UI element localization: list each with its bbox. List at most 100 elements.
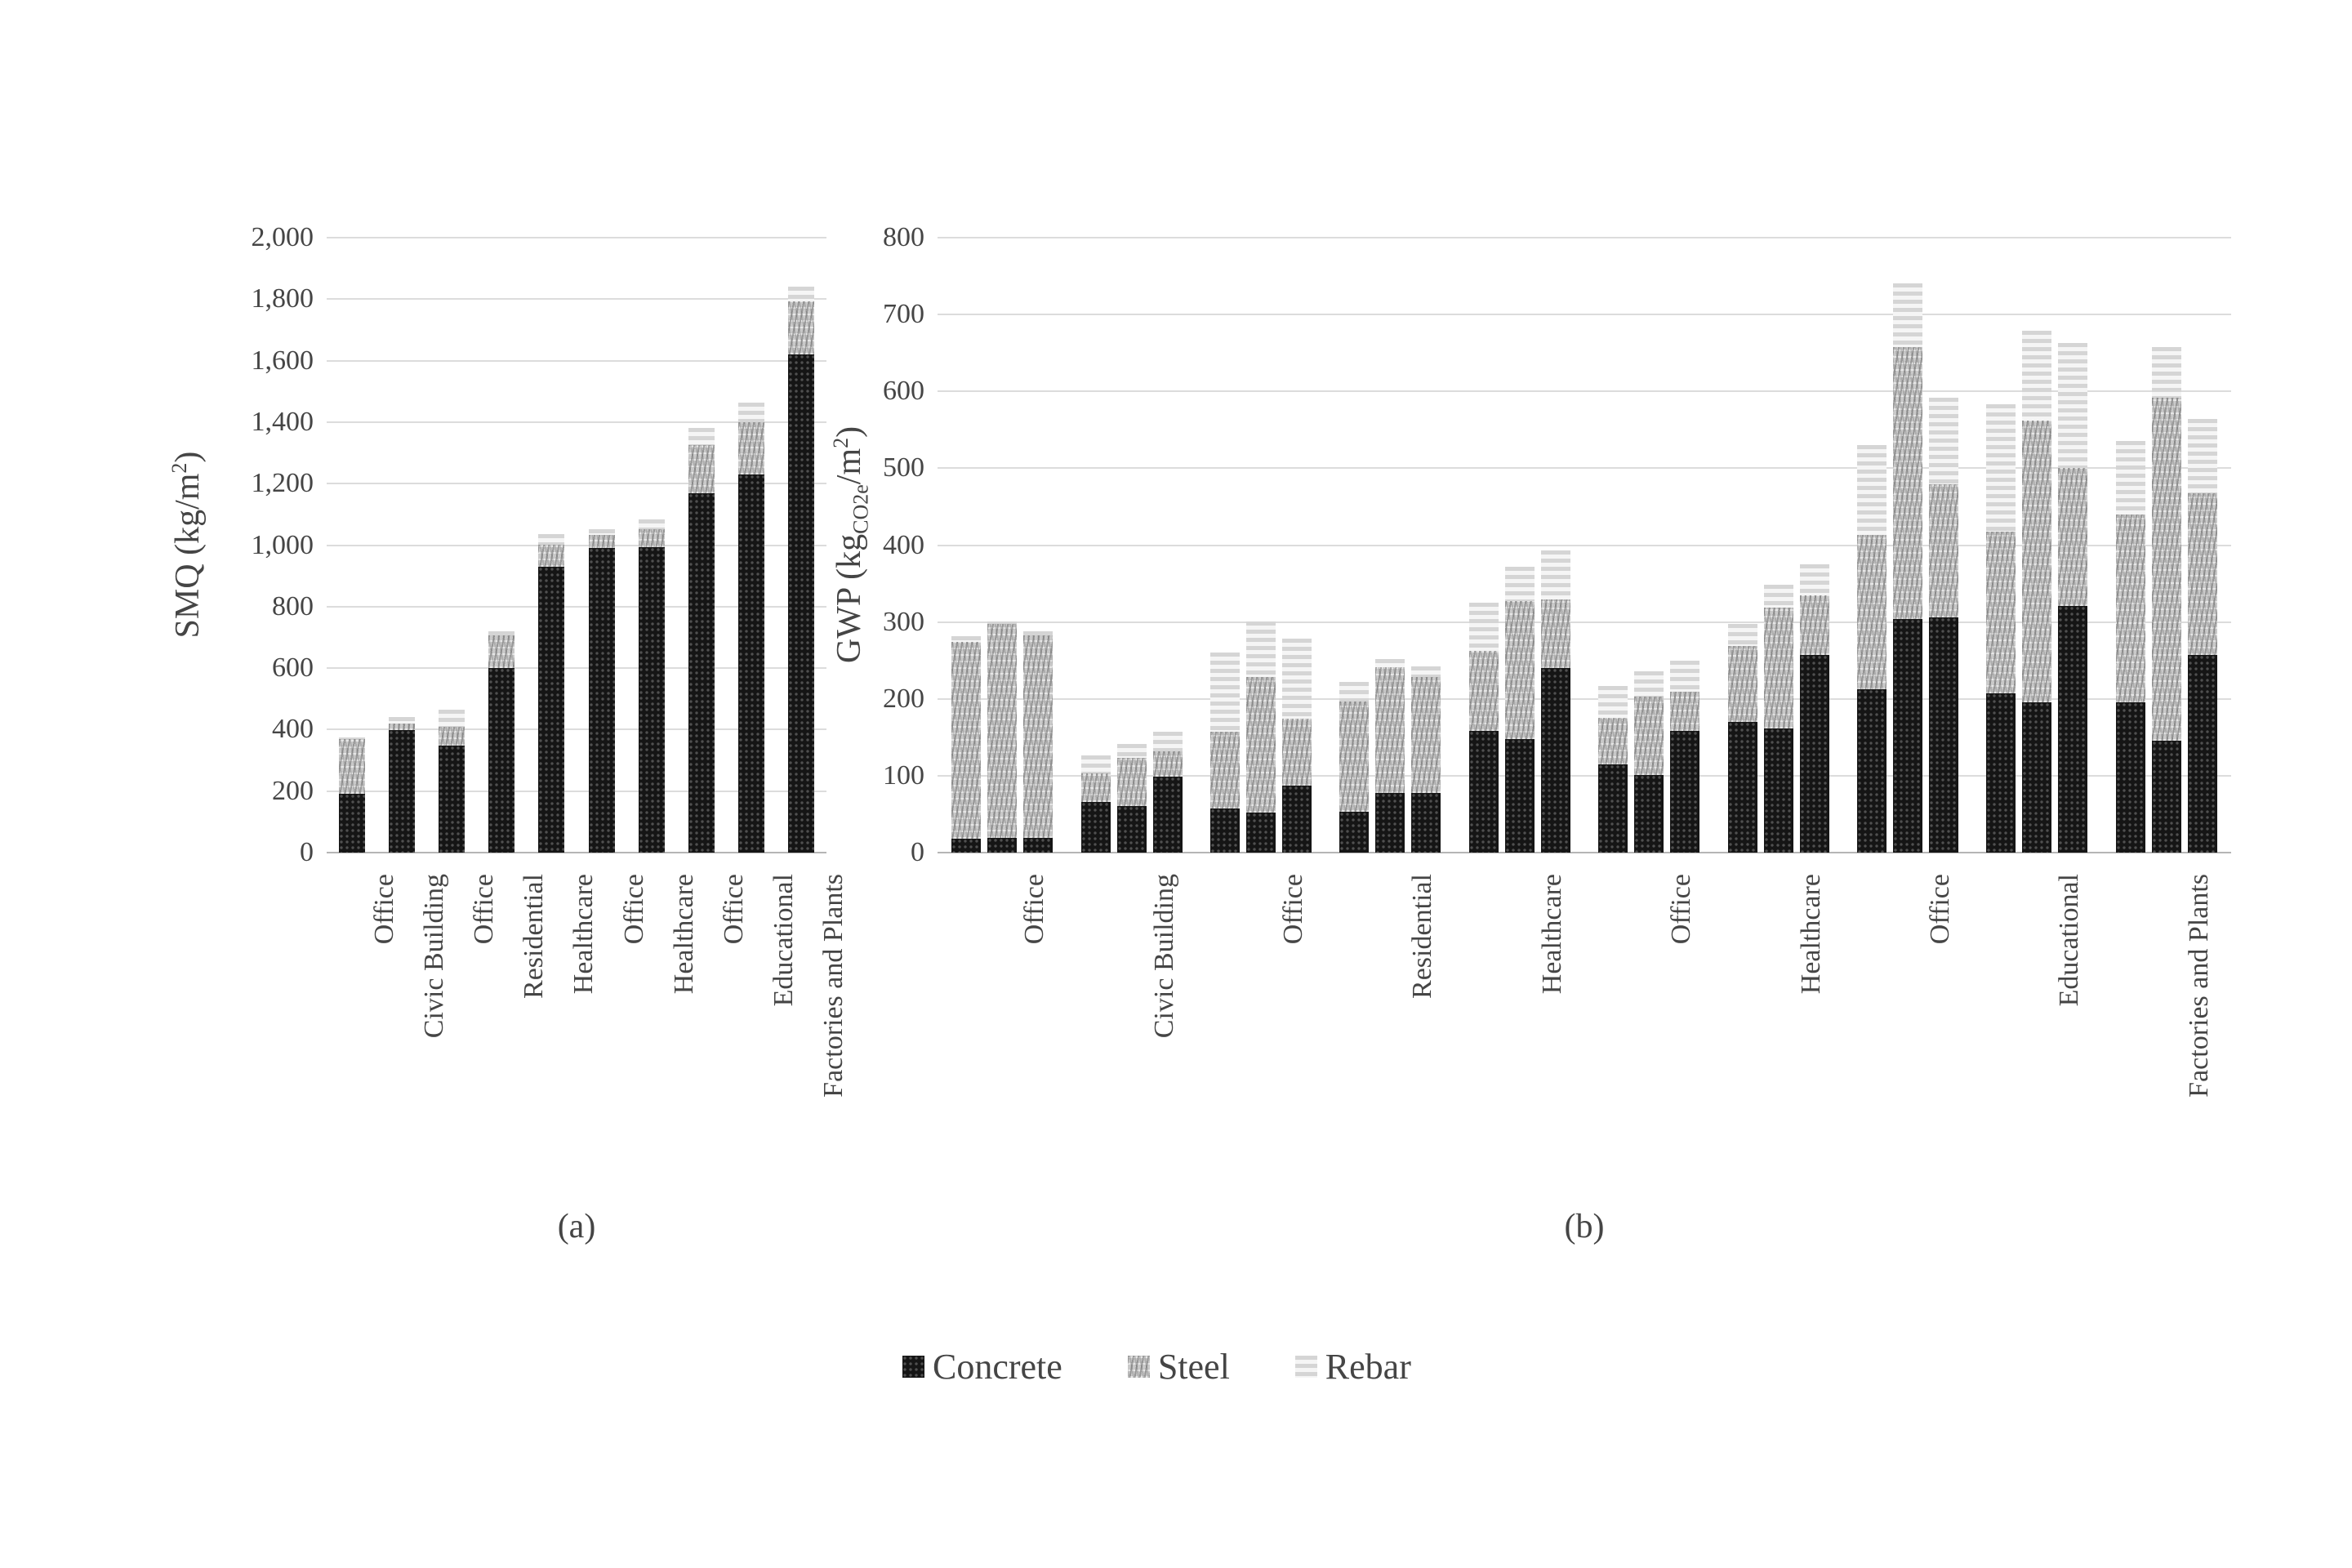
bar-segment-steel bbox=[1152, 751, 1183, 777]
legend-item-concrete: Concrete bbox=[902, 1346, 1062, 1388]
bar-segment-concrete bbox=[688, 492, 715, 853]
bar-segment-rebar bbox=[2115, 440, 2145, 514]
bar-segment-concrete bbox=[1986, 693, 2016, 853]
bar-office bbox=[987, 621, 1018, 853]
bar-residential bbox=[488, 630, 515, 853]
bar-office bbox=[1246, 621, 1276, 853]
bar-segment-steel bbox=[788, 301, 815, 355]
bar-healthcare bbox=[638, 519, 665, 853]
gridline-700 bbox=[938, 314, 2231, 316]
y-tick-label: 800 bbox=[272, 590, 314, 621]
y-tick-label: 500 bbox=[883, 452, 924, 483]
gridline-0 bbox=[327, 852, 826, 853]
bar-segment-rebar bbox=[688, 428, 715, 446]
x-label-residential: Residential bbox=[1407, 874, 1438, 999]
gridline-1200 bbox=[327, 483, 826, 485]
bar-segment-concrete bbox=[987, 838, 1018, 853]
bar-segment-steel bbox=[439, 726, 465, 746]
bar-segment-concrete bbox=[1282, 786, 1312, 853]
gridline-1400 bbox=[327, 421, 826, 423]
bar-segment-concrete bbox=[1929, 617, 1958, 853]
gridline-800 bbox=[938, 237, 2231, 238]
bar-segment-rebar bbox=[1986, 404, 2016, 532]
bar-segment-concrete bbox=[1152, 776, 1183, 853]
bar-factories-and-plants bbox=[2187, 419, 2217, 853]
y-axis-title-gwp-text: GWP (kg bbox=[831, 533, 868, 664]
legend-label-steel: Steel bbox=[1157, 1347, 1230, 1387]
bar-segment-steel bbox=[1023, 635, 1054, 839]
bar-segment-steel bbox=[488, 635, 515, 669]
bar-segment-concrete bbox=[1080, 801, 1111, 853]
bar-healthcare bbox=[538, 533, 565, 853]
bar-office bbox=[1634, 670, 1664, 853]
gridline-300 bbox=[938, 621, 2231, 623]
bar-segment-steel bbox=[1598, 718, 1628, 764]
bar-segment-rebar bbox=[1210, 653, 1240, 733]
bar-segment-concrete bbox=[1634, 774, 1664, 853]
bar-segment-concrete bbox=[439, 746, 465, 853]
bar-segment-concrete bbox=[338, 794, 365, 853]
bar-segment-rebar bbox=[1598, 685, 1628, 719]
bar-segment-concrete bbox=[1763, 728, 1793, 853]
x-label-office: Office bbox=[1925, 874, 1955, 945]
gridline-0 bbox=[938, 852, 2231, 853]
bar-segment-steel bbox=[1763, 607, 1793, 729]
legend-item-rebar: Rebar bbox=[1294, 1346, 1411, 1388]
bar-segment-rebar bbox=[2058, 342, 2088, 469]
gridline-400 bbox=[938, 544, 2231, 546]
bar-educational bbox=[1986, 404, 2016, 853]
bar-segment-steel bbox=[1468, 651, 1499, 732]
y-axis-title-smq-text: SMQ (kg/m bbox=[169, 473, 207, 639]
bar-residential bbox=[1411, 666, 1441, 853]
bar-segment-concrete bbox=[638, 547, 665, 853]
bar-segment-steel bbox=[1929, 484, 1958, 617]
y-tick-label: 400 bbox=[272, 714, 314, 745]
bar-segment-rebar bbox=[1339, 682, 1370, 702]
bar-segment-concrete bbox=[1799, 655, 1829, 853]
gridline-400 bbox=[327, 728, 826, 731]
bar-segment-rebar bbox=[1282, 639, 1312, 719]
y-tick-label: 700 bbox=[883, 299, 924, 330]
bar-segment-concrete bbox=[1116, 805, 1147, 853]
gridline-1800 bbox=[327, 298, 826, 301]
bar-office bbox=[1282, 639, 1312, 853]
x-label-office: Office bbox=[1019, 874, 1050, 945]
gridline-1600 bbox=[327, 359, 826, 362]
bar-segment-steel bbox=[738, 421, 765, 474]
smq-suffix: ) bbox=[169, 451, 207, 463]
bar-segment-steel bbox=[1339, 701, 1370, 813]
bar-segment-rebar bbox=[338, 737, 365, 739]
bar-segment-rebar bbox=[1411, 666, 1441, 678]
legend-label-rebar: Rebar bbox=[1325, 1347, 1411, 1387]
bar-segment-steel bbox=[538, 544, 565, 567]
bar-civic-building bbox=[1080, 755, 1111, 853]
x-label-educational: Educational bbox=[2054, 874, 2085, 1007]
bar-segment-concrete bbox=[1670, 731, 1700, 853]
bar-segment-steel bbox=[1727, 645, 1757, 722]
y-tick-label: 0 bbox=[300, 837, 314, 867]
y-tick-label: 0 bbox=[911, 837, 924, 867]
y-tick-label: 600 bbox=[272, 653, 314, 684]
bar-segment-steel bbox=[1282, 719, 1312, 786]
bar-segment-rebar bbox=[2187, 419, 2217, 494]
bar-segment-rebar bbox=[1116, 744, 1147, 759]
bar-segment-steel bbox=[1375, 667, 1405, 793]
bar-segment-concrete bbox=[1727, 722, 1757, 853]
bar-segment-concrete bbox=[1468, 731, 1499, 853]
bar-office bbox=[439, 709, 465, 853]
bar-segment-rebar bbox=[638, 519, 665, 529]
x-label-healthcare: Healthcare bbox=[1536, 874, 1567, 995]
y-tick-label: 400 bbox=[883, 529, 924, 560]
y-tick-label: 600 bbox=[883, 376, 924, 407]
bar-segment-steel bbox=[1634, 696, 1664, 775]
bar-civic-building bbox=[1116, 744, 1147, 853]
bar-segment-steel bbox=[1246, 677, 1276, 813]
bar-segment-steel bbox=[588, 535, 615, 549]
bar-segment-rebar bbox=[1857, 445, 1886, 536]
bar-healthcare bbox=[1763, 584, 1793, 853]
bar-segment-rebar bbox=[788, 287, 815, 302]
bar-factories-and-plants bbox=[2151, 346, 2181, 853]
bar-segment-rebar bbox=[1504, 566, 1535, 602]
bar-segment-steel bbox=[1504, 601, 1535, 739]
bar-healthcare bbox=[1468, 603, 1499, 853]
